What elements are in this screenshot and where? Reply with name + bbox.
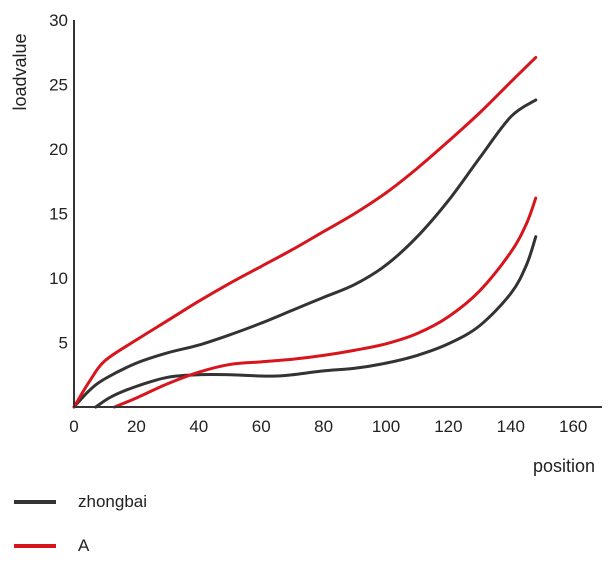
plot-lines [72,55,538,409]
x-tick-label: 40 [189,417,208,436]
x-axis-label: position [533,456,595,476]
x-tick-label: 100 [372,417,400,436]
legend-label-zhongbai: zhongbai [78,492,148,511]
series-line-zhongbai-0 [72,98,538,409]
series-line-a-2 [72,55,538,409]
legend-item-zhongbai: zhongbai [14,480,147,524]
x-tick-label: 140 [497,417,525,436]
y-tick-labels: 5 10 15 20 25 30 [49,11,68,353]
y-tick-label: 15 [49,205,68,224]
x-tick-label: 0 [69,417,78,436]
legend-label-a: A [78,536,90,555]
series-line-zhongbai-1 [94,235,538,409]
legend-item-a: A [14,524,147,568]
legend: zhongbai A [14,480,147,568]
legend-swatch-a [14,544,56,548]
y-tick-label: 10 [49,269,68,288]
y-tick-label: 30 [49,11,68,30]
y-tick-label: 5 [59,334,68,353]
series-line-a-3 [113,196,538,409]
y-tick-label: 25 [49,76,68,95]
x-tick-label: 120 [434,417,462,436]
y-axis-label: loadvalue [10,33,30,110]
x-tick-label: 80 [314,417,333,436]
x-tick-label: 160 [559,417,587,436]
x-tick-labels: 0 20 40 60 80 100 120 140 160 [69,417,587,436]
y-tick-label: 20 [49,140,68,159]
x-tick-label: 20 [127,417,146,436]
x-tick-label: 60 [252,417,271,436]
legend-swatch-zhongbai [14,500,56,504]
